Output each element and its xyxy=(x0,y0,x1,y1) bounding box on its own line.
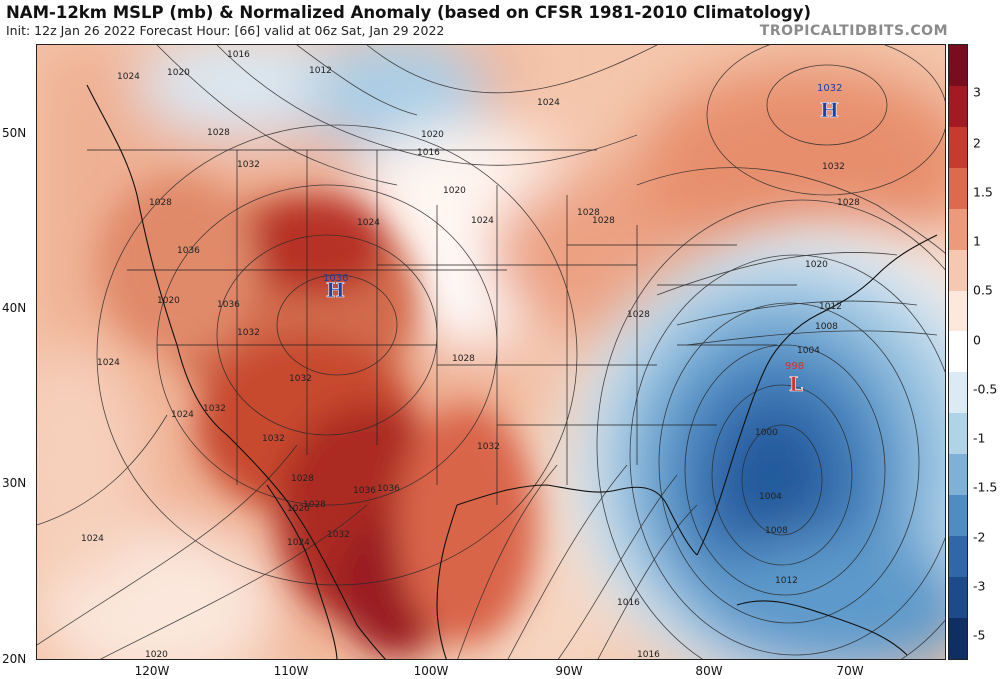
isobar-label: 1028 xyxy=(303,500,326,510)
isobar-label: 1036 xyxy=(217,300,240,310)
isobar-label: 1020 xyxy=(145,650,168,660)
forecast-info: Init: 12z Jan 26 2022 Forecast Hour: [66… xyxy=(6,23,445,38)
isobar-label: 1024 xyxy=(97,358,120,368)
low-pressure-marker: L xyxy=(789,372,803,396)
isobar-label: 1032 xyxy=(477,442,500,452)
colorbar-tick-1: 1 xyxy=(973,233,981,249)
isobar-label: 1024 xyxy=(171,410,194,420)
isobar-label: 1020 xyxy=(157,296,180,306)
isobar-label: 1012 xyxy=(309,66,332,76)
colorbar-tick-3: 3 xyxy=(973,84,981,100)
isobar-label: 1024 xyxy=(471,216,494,226)
colorbar-tick-neg-1-5: -1.5 xyxy=(973,479,998,495)
lon-label-70w: 70W xyxy=(836,664,864,678)
colorbar-segment xyxy=(949,495,967,537)
isobar-label: 1004 xyxy=(759,492,782,502)
isobar-label: 1032 xyxy=(822,162,845,172)
map-title: NAM-12km MSLP (mb) & Normalized Anomaly … xyxy=(6,3,812,22)
high-pressure-value-2: 1032 xyxy=(817,83,842,94)
high-pressure-marker-2: H xyxy=(820,98,839,122)
isobar-label: 1020 xyxy=(805,260,828,270)
isobar-label: 1036 xyxy=(377,484,400,494)
isobar-label: 1028 xyxy=(577,208,600,218)
isobar-label: 1020 xyxy=(287,504,310,514)
lat-label-20n: 20N xyxy=(2,652,27,666)
colorbar-segment xyxy=(949,126,967,168)
isobar-label: 1032 xyxy=(203,404,226,414)
isobar-label: 1032 xyxy=(237,160,260,170)
colorbar-segment xyxy=(949,372,967,414)
isobar-label: 1032 xyxy=(327,530,350,540)
isobar-label: 1024 xyxy=(287,538,310,548)
isobar-label: 1016 xyxy=(417,148,440,158)
isobar-label: 1028 xyxy=(207,128,230,138)
isobar-label: 1024 xyxy=(117,72,140,82)
lon-label-120w: 120W xyxy=(134,664,170,678)
isobar-label: 1016 xyxy=(637,650,660,660)
isobar-label: 1008 xyxy=(765,526,788,536)
colorbar-segment xyxy=(949,454,967,496)
high-pressure-marker-1: H xyxy=(326,278,345,302)
lat-label-40n: 40N xyxy=(2,301,27,315)
lon-label-90w: 90W xyxy=(555,664,583,678)
colorbar-segment xyxy=(949,208,967,250)
isobar-label: 1024 xyxy=(537,98,560,108)
isobar-label: 1036 xyxy=(353,486,376,496)
colorbar-segment xyxy=(949,413,967,455)
high-pressure-value-1: 1036 xyxy=(323,273,348,284)
colorbar-tick-neg-3: -3 xyxy=(973,578,986,594)
colorbar-tick-0: 0 xyxy=(973,332,981,348)
colorbar-tick-neg-1: -1 xyxy=(973,430,986,446)
isobar-label: 1028 xyxy=(149,198,172,208)
anomaly-colorbar xyxy=(948,44,968,660)
lon-label-100w: 100W xyxy=(413,664,449,678)
colorbar-segment xyxy=(949,617,967,659)
isobar-label: 1028 xyxy=(837,198,860,208)
lon-label-110w: 110W xyxy=(273,664,309,678)
isobar-label: 1020 xyxy=(167,68,190,78)
colorbar-segment xyxy=(949,576,967,618)
colorbar-tick-1-5: 1.5 xyxy=(973,184,993,200)
colorbar-segment xyxy=(949,536,967,577)
lat-label-30n: 30N xyxy=(2,476,27,490)
lon-label-80w: 80W xyxy=(695,664,723,678)
isobar-label: 1032 xyxy=(262,434,285,444)
low-pressure-value: 998 xyxy=(785,361,804,372)
isobar-label: 1012 xyxy=(775,576,798,586)
isobar-label: 1032 xyxy=(289,374,312,384)
isobar-label: 1000 xyxy=(755,428,778,438)
isobar-label: 1012 xyxy=(819,302,842,312)
colorbar-tick-neg-2: -2 xyxy=(973,529,986,545)
isobar-label: 1024 xyxy=(81,534,104,544)
isobar-label: 1004 xyxy=(797,346,820,356)
isobar-label: 1020 xyxy=(443,186,466,196)
isobar-label: 1008 xyxy=(815,322,838,332)
isobar-label: 1020 xyxy=(421,130,444,140)
brand-watermark: TROPICALTIDBITS.COM xyxy=(759,23,948,39)
colorbar-tick-2: 2 xyxy=(973,135,981,151)
isobar-label: 1028 xyxy=(291,474,314,484)
mslp-anomaly-map: H 1036 H 1032 L 998 1016 1012 1024 1020 … xyxy=(36,44,946,660)
colorbar-tick-neg-0-5: -0.5 xyxy=(973,381,998,397)
isobar-label: 1028 xyxy=(592,216,615,226)
isobar-label: 1016 xyxy=(617,598,640,608)
colorbar-segment xyxy=(949,249,967,291)
colorbar-tick-0-5: 0.5 xyxy=(973,282,993,298)
isobar-label: 1028 xyxy=(627,310,650,320)
lat-label-50n: 50N xyxy=(2,126,27,140)
isobar-label: 1024 xyxy=(357,218,380,228)
colorbar-segment xyxy=(949,167,967,209)
isobar-label: 1032 xyxy=(237,328,260,338)
isobar-label: 1028 xyxy=(452,354,475,364)
colorbar-segment xyxy=(949,85,967,127)
colorbar-tick-neg-5: -5 xyxy=(973,627,986,643)
isobar-label: 1016 xyxy=(227,50,250,60)
isobar-label: 1036 xyxy=(177,246,200,256)
colorbar-segment xyxy=(949,290,967,332)
colorbar-segment xyxy=(949,45,967,86)
colorbar-segment xyxy=(949,331,967,373)
